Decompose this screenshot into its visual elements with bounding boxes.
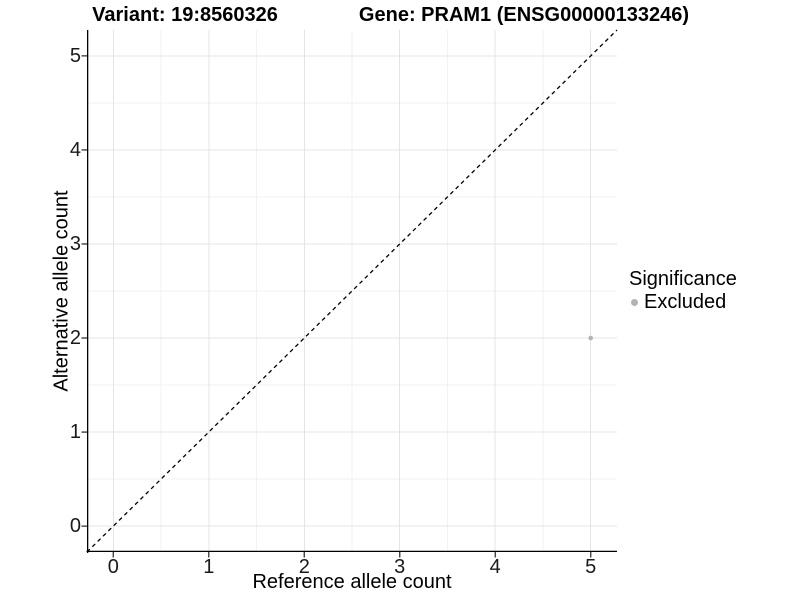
y-tick-label: 0 <box>69 515 81 538</box>
y-axis-title: Alternative allele count <box>50 190 73 392</box>
x-tick-label: 2 <box>298 556 310 578</box>
y-tick-label: 3 <box>69 232 81 255</box>
x-axis-title: Reference allele count <box>252 571 452 593</box>
excluded-point-swatch-icon <box>631 298 638 306</box>
x-tick-label: 3 <box>394 556 406 578</box>
plot-title-gene: Gene: PRAM1 (ENSG00000133246) <box>358 4 690 26</box>
x-tick-label: 4 <box>489 556 501 578</box>
data-point-excluded <box>588 335 594 341</box>
x-tick-label: 0 <box>107 556 119 578</box>
x-tick-label: 5 <box>585 556 597 578</box>
y-tick-label: 4 <box>69 138 81 161</box>
plot-panel <box>81 29 618 558</box>
legend: Significance Excluded <box>629 268 737 313</box>
legend-item-excluded: Excluded <box>629 291 737 313</box>
y-tick-label: 1 <box>69 421 81 444</box>
plot-title-variant: Variant: 19:8560326 <box>92 4 278 26</box>
identity-line <box>86 29 618 553</box>
legend-title: Significance <box>629 268 737 290</box>
x-tick-label: 1 <box>203 556 215 578</box>
y-tick-label: 5 <box>69 44 81 67</box>
y-tick-label: 2 <box>69 327 81 350</box>
chart-canvas <box>81 29 618 558</box>
legend-item-label: Excluded <box>644 291 727 313</box>
